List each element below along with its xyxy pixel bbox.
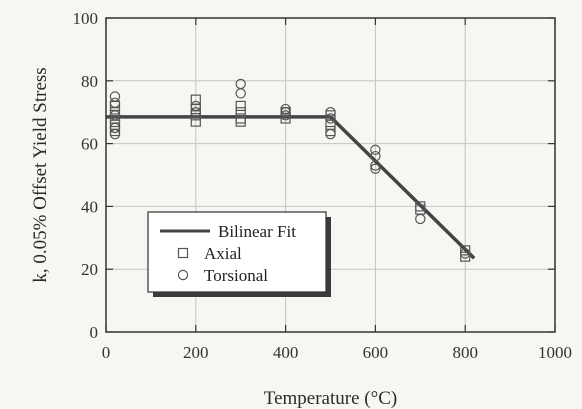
axial-point bbox=[190, 103, 201, 115]
x-axis-label: Temperature (°C) bbox=[264, 388, 397, 409]
y-tick-label: 40 bbox=[81, 197, 98, 216]
torsional-point bbox=[370, 163, 381, 174]
y-tick-label: 100 bbox=[73, 9, 99, 28]
torsional-point bbox=[370, 160, 381, 171]
torsional-point bbox=[109, 91, 121, 102]
y-tick-label: 80 bbox=[81, 72, 98, 91]
axial-point bbox=[325, 125, 336, 137]
x-tick-label: 200 bbox=[183, 343, 209, 362]
legend: Bilinear Fit Axial Torsional bbox=[147, 211, 331, 297]
legend-label: Bilinear Fit bbox=[218, 222, 296, 241]
torsional-point bbox=[235, 88, 246, 99]
x-tick-label: 800 bbox=[452, 343, 478, 362]
y-axis-label: k, 0.05% Offset Yield Stress bbox=[30, 67, 51, 282]
axial-point bbox=[235, 100, 246, 112]
axial-point bbox=[109, 125, 121, 137]
y-tick-label: 0 bbox=[90, 323, 99, 342]
torsional-point bbox=[325, 113, 336, 124]
x-tick-label: 400 bbox=[273, 343, 299, 362]
series-layer bbox=[106, 78, 476, 262]
torsional-point bbox=[109, 128, 121, 140]
axial-point bbox=[460, 251, 471, 262]
torsional-point bbox=[109, 110, 121, 121]
y-tick-label: 60 bbox=[81, 135, 98, 154]
legend-box bbox=[147, 211, 327, 293]
torsional-point bbox=[370, 144, 381, 156]
torsional-point bbox=[415, 213, 426, 225]
torsional-point bbox=[109, 122, 121, 134]
torsional-point bbox=[280, 103, 291, 115]
legend-square-swatch bbox=[177, 247, 189, 259]
torsional-point bbox=[280, 106, 291, 118]
torsional-point bbox=[460, 248, 471, 259]
torsional-point bbox=[190, 100, 201, 112]
torsional-point bbox=[109, 97, 121, 108]
plot-frame bbox=[105, 17, 556, 333]
torsional-point bbox=[190, 106, 201, 118]
axis-ticks: 0 200 400 600 800 1000 0 20 40 60 80 100 bbox=[73, 9, 573, 362]
axial-point bbox=[235, 116, 246, 127]
legend-label: Axial bbox=[204, 244, 242, 263]
torsional-point bbox=[325, 128, 336, 140]
x-tick-label: 1000 bbox=[538, 343, 572, 362]
legend-circle-swatch bbox=[177, 269, 189, 281]
y-tick-label: 20 bbox=[81, 260, 98, 279]
axial-point bbox=[460, 245, 471, 256]
x-tick-label: 600 bbox=[363, 343, 389, 362]
torsional-point bbox=[280, 110, 291, 121]
x-tick-label: 0 bbox=[102, 343, 111, 362]
legend-label: Torsional bbox=[204, 266, 268, 285]
torsional-point bbox=[325, 106, 336, 118]
